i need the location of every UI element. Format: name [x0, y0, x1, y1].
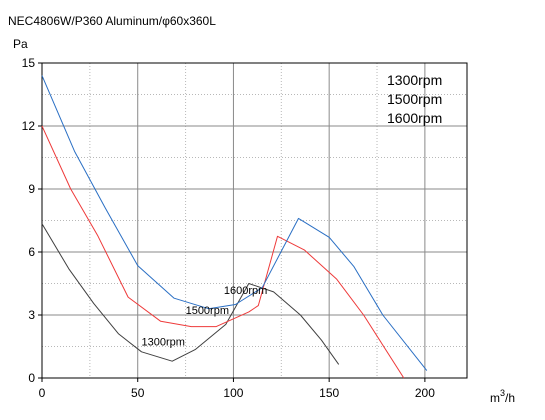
axes: 0 50 100 150 200 0 3 6 9 12 15: [22, 56, 436, 400]
x-axis-label-sup: 3: [500, 388, 505, 398]
series-line-1500rpm: [41, 125, 405, 379]
y-axis-label: Pa: [13, 37, 28, 51]
x-axis-label-base: m: [490, 391, 500, 405]
grid: [42, 63, 467, 378]
y-tick-label: 9: [28, 182, 35, 196]
chart-title: NEC4806W/P360 Aluminum/φ60x360L: [8, 14, 216, 28]
curve-annotation: 1300rpm: [142, 336, 185, 348]
curve-annotation: 1600rpm: [224, 285, 267, 297]
y-tick-label: 15: [22, 56, 36, 70]
y-tick-label: 6: [28, 245, 35, 259]
x-tick-label: 150: [319, 386, 339, 400]
x-tick-label: 50: [131, 386, 145, 400]
x-tick-label: 0: [39, 386, 46, 400]
series-line-1300rpm: [41, 223, 340, 365]
series-line-1600rpm: [41, 75, 428, 371]
curve-annotation: 1500rpm: [186, 305, 229, 317]
y-tick-label: 12: [22, 119, 36, 133]
x-axis-label-tail: /h: [505, 391, 515, 405]
plot-frame: [41, 62, 468, 379]
x-tick-label: 200: [415, 386, 435, 400]
legend-entry: 1600rpm: [387, 110, 442, 126]
x-tick-label: 100: [223, 386, 243, 400]
x-axis-label: m3/h: [490, 388, 515, 405]
legend-entry: 1500rpm: [387, 91, 442, 107]
y-tick-label: 3: [28, 308, 35, 322]
annotations: 1600rpm 1500rpm 1300rpm: [142, 285, 268, 348]
legend-entry: 1300rpm: [387, 72, 442, 88]
y-tick-label: 0: [28, 371, 35, 385]
legend: 1300rpm 1500rpm 1600rpm: [387, 72, 442, 126]
series: [41, 75, 428, 379]
